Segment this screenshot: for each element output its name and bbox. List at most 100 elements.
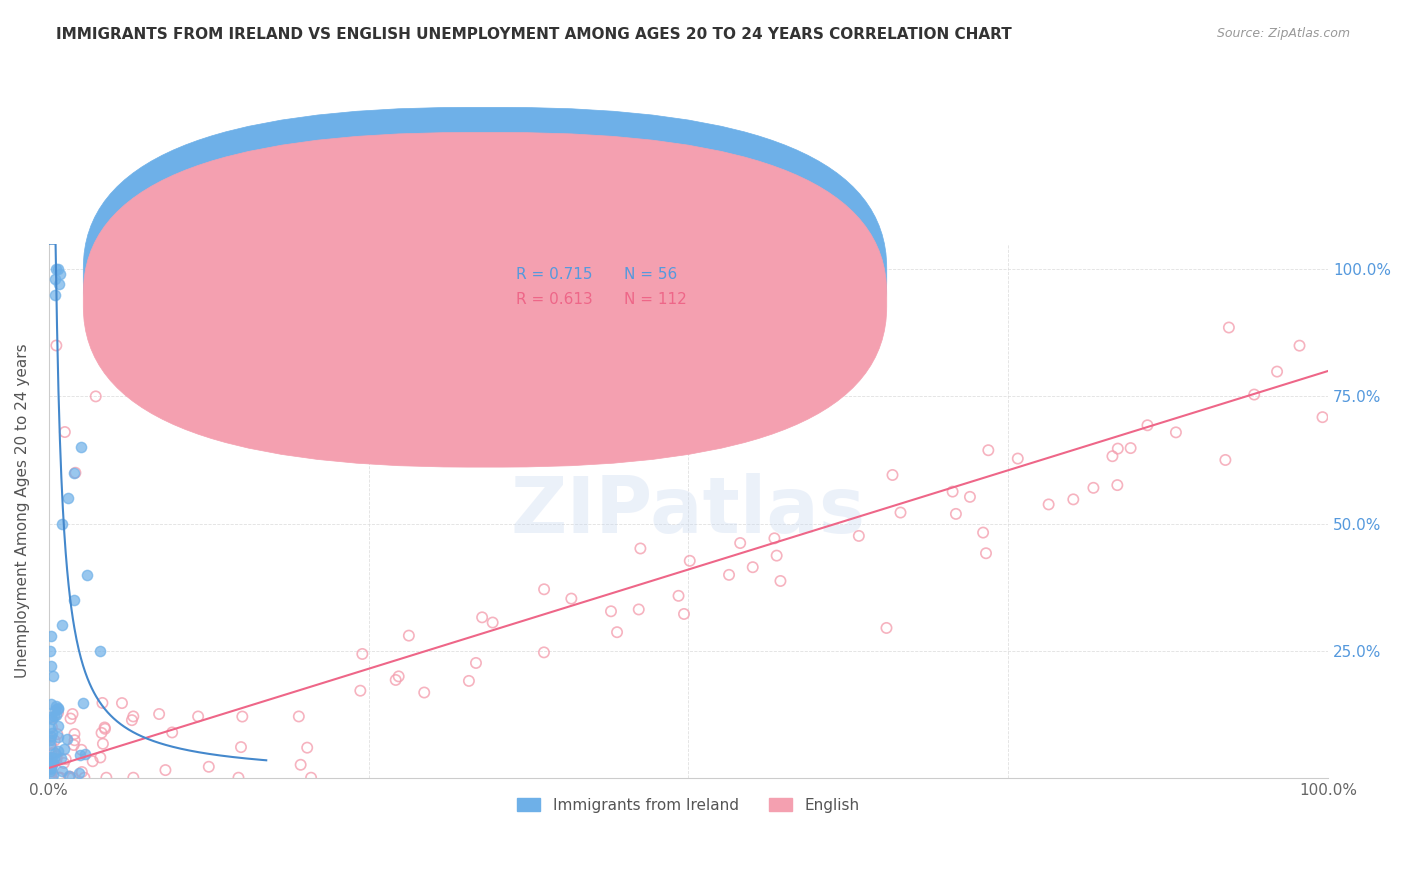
Point (58, 770, 80, 784)
Point (41, 669, 63, 683)
Point (471, 610, 494, 624)
Point (39, 750, 62, 764)
Point (228, 771, 250, 785)
Point (55, 752, 77, 766)
Point (51, 516, 73, 531)
Point (668, 589, 690, 603)
Point (39, 644, 62, 658)
Point (39, 764, 62, 779)
Point (49, 771, 72, 785)
Point (82, 754, 104, 768)
Point (46, 706, 69, 720)
Point (62, 738, 84, 752)
Point (56, 731, 79, 746)
Point (1312, 410, 1334, 425)
Point (46, 744, 69, 758)
Point (42, 709, 65, 723)
Point (94, 722, 117, 736)
Text: N = 56: N = 56 (624, 268, 678, 282)
Point (45, 262, 67, 277)
Point (42, 768, 65, 782)
Point (41, 720, 63, 734)
Point (89, 750, 111, 764)
Point (413, 685, 436, 699)
Point (974, 546, 997, 560)
Point (41, 756, 63, 770)
Point (1164, 425, 1187, 440)
Point (56, 491, 79, 506)
Text: Source: ZipAtlas.com: Source: ZipAtlas.com (1216, 27, 1350, 40)
Point (39, 730, 62, 744)
Point (58, 771, 80, 785)
Point (39, 629, 62, 643)
Point (945, 507, 967, 521)
Point (39, 761, 62, 775)
Point (39, 771, 62, 785)
Point (229, 740, 252, 755)
Point (53, 741, 76, 756)
Point (62, 771, 84, 785)
Point (1136, 418, 1159, 433)
Point (769, 574, 792, 588)
Y-axis label: Unemployment Among Ages 20 to 24 years: Unemployment Among Ages 20 to 24 years (15, 343, 30, 678)
Point (388, 669, 411, 683)
Point (384, 673, 406, 687)
Point (39, 749, 62, 764)
Point (73, 747, 96, 762)
Point (69, 747, 91, 762)
Point (1119, 441, 1142, 455)
FancyBboxPatch shape (83, 133, 887, 467)
Point (44, 747, 66, 761)
Point (44, 287, 66, 301)
Point (41, 771, 63, 785)
Legend: Immigrants from Ireland, English: Immigrants from Ireland, English (512, 791, 866, 819)
Point (465, 656, 488, 670)
Point (46, 719, 69, 733)
Text: N = 112: N = 112 (624, 293, 688, 307)
Point (231, 709, 253, 723)
Point (70, 743, 93, 757)
Point (1038, 498, 1060, 512)
Point (288, 709, 311, 723)
Point (39, 710, 62, 724)
Point (148, 706, 170, 721)
Point (91, 696, 114, 710)
Point (972, 525, 994, 540)
Point (63, 593, 86, 607)
Point (882, 467, 904, 482)
Point (155, 763, 177, 777)
Point (53, 425, 76, 439)
Point (51, 764, 73, 778)
Point (70, 765, 93, 780)
Point (58, 769, 80, 783)
Point (46, 702, 69, 716)
Point (765, 549, 787, 563)
Point (628, 541, 651, 556)
Point (198, 760, 221, 774)
Point (122, 709, 145, 723)
Point (299, 771, 322, 785)
Point (46, 727, 69, 741)
Point (533, 582, 555, 597)
Point (1083, 481, 1105, 495)
Point (39, 762, 62, 776)
Point (1107, 442, 1129, 456)
Point (39, 760, 62, 774)
Point (90, 726, 112, 740)
Point (45, 752, 67, 766)
Point (39, 733, 62, 747)
Point (1062, 492, 1084, 507)
Point (39, 721, 62, 735)
Point (93, 721, 115, 735)
Point (352, 647, 374, 661)
Point (49, 771, 72, 785)
Point (62, 706, 84, 721)
Point (45, 338, 67, 352)
Point (46, 730, 69, 744)
Point (67, 765, 90, 780)
FancyBboxPatch shape (439, 252, 765, 324)
Point (889, 506, 911, 520)
Point (52, 756, 75, 770)
Point (295, 740, 318, 755)
Point (65, 466, 87, 480)
